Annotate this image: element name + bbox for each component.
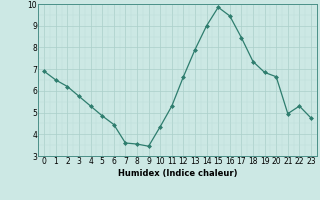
X-axis label: Humidex (Indice chaleur): Humidex (Indice chaleur) bbox=[118, 169, 237, 178]
